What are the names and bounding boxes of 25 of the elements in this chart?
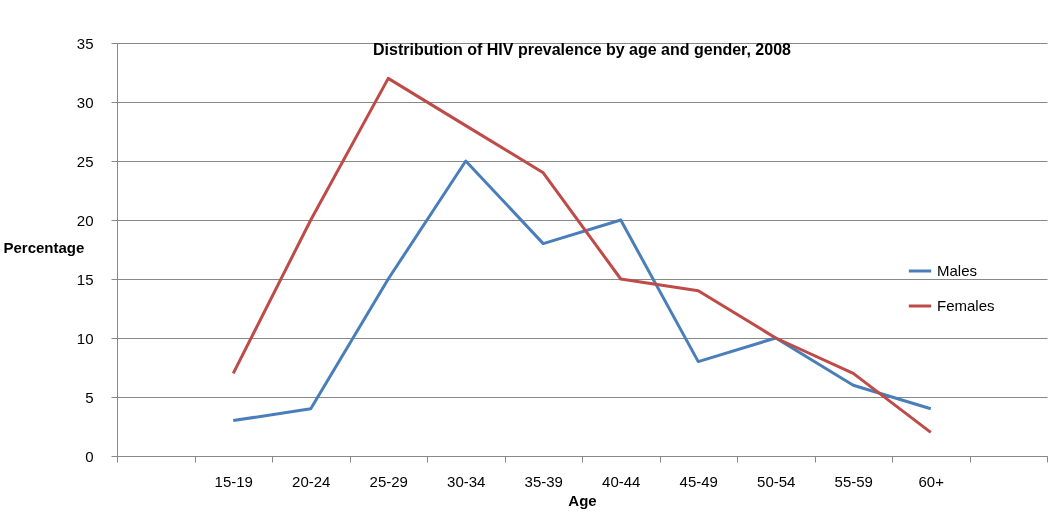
x-tick-label: 20-24 (292, 472, 331, 490)
y-tick-label: 10 (76, 329, 94, 347)
line-series (231, 76, 933, 434)
x-tick-label: 45-49 (679, 472, 718, 490)
legend-label: Males (937, 262, 978, 279)
y-tick-label: 25 (76, 152, 94, 170)
x-tick-label: 55-59 (834, 472, 873, 490)
chart-title: Distribution of HIV prevalence by age and gender, 2008 (373, 41, 792, 58)
x-axis-title: Age (568, 491, 597, 509)
x-tick-label: 60+ (918, 472, 945, 490)
y-axis-title: Percentage (3, 238, 85, 256)
x-tick-label: 25-29 (369, 472, 408, 490)
line-series (231, 159, 933, 423)
y-tick-label: 30 (76, 93, 94, 111)
y-tick-label: 15 (76, 270, 94, 288)
y-tick-label: 20 (76, 211, 94, 229)
x-tick-label: 15-19 (214, 472, 253, 490)
x-tick-label: 40-44 (602, 472, 641, 490)
y-tick-label: 35 (76, 34, 94, 52)
x-tick-label: 30-34 (447, 472, 486, 490)
legend-label: Females (937, 297, 995, 314)
y-tick-label: 0 (85, 447, 94, 465)
x-tick-label: 35-39 (524, 472, 563, 490)
y-tick-label: 5 (85, 388, 94, 406)
x-tick-label: 50-54 (757, 472, 796, 490)
